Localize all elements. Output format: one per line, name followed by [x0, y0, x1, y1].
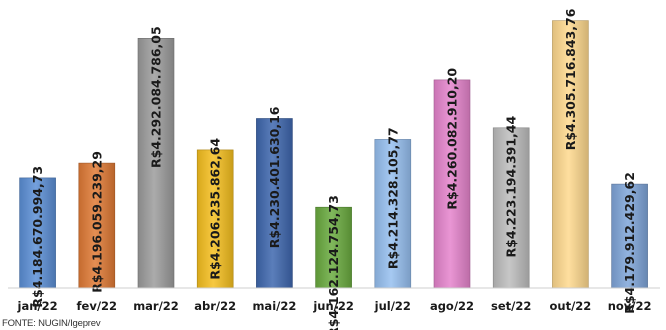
bar-mar-22	[137, 37, 175, 289]
bar-fev-22	[78, 162, 116, 289]
data-label-mar-22: R$4.292.084.786,05	[149, 26, 164, 168]
x-tick-jan-22: jan/22	[17, 299, 58, 313]
data-label-out-22: R$4.305.716.843,76	[563, 8, 578, 150]
x-tick-jul-22: jul/22	[374, 299, 411, 313]
x-tick-abr-22: abr/22	[194, 299, 236, 313]
data-label-ago-22: R$4.260.082.910,20	[445, 68, 460, 210]
bar-jan-22	[19, 177, 56, 289]
bar-jun-22	[315, 206, 352, 289]
data-label-jun-22: R$4.162.124.754,73	[326, 195, 341, 330]
x-tick-nov-22: nov/22	[608, 299, 652, 313]
x-tick-set-22: set/22	[491, 299, 531, 313]
data-label-jul-22: R$4.214.328.105,77	[385, 127, 400, 269]
x-tick-labels: jan/22 fev/22 mar/22 abr/22 mai/22 jun/22 jul/…	[17, 299, 652, 313]
data-label-fev-22: R$4.196.059.239,29	[89, 151, 104, 293]
bar-abr-22	[196, 149, 234, 289]
source-note: FONTE: NUGIN/Igeprev	[2, 318, 101, 329]
x-tick-jun-22: jun/22	[312, 299, 354, 313]
x-tick-ago-22: ago/22	[430, 299, 474, 313]
x-tick-mai-22: mai/22	[252, 299, 296, 313]
bar-mai-22	[256, 118, 293, 289]
data-label-jan-22: R$4.184.670.994,73	[30, 166, 45, 308]
data-label-abr-22: R$4.206.235.862,64	[208, 138, 223, 280]
bar-ago-22	[433, 79, 471, 289]
data-label-nov-22: R$4.179.912.429,62	[622, 172, 637, 314]
x-tick-out-22: out/22	[550, 299, 592, 313]
x-tick-fev-22: fev/22	[77, 299, 118, 313]
bar-set-22	[492, 127, 530, 289]
x-tick-mar-22: mar/22	[133, 299, 179, 313]
data-label-set-22: R$4.223.194.391,44	[504, 115, 519, 257]
bar-jul-22	[374, 139, 412, 289]
bars-group: R$4.184.670.994,73 R$4.196.059.239,29 R$4.…	[19, 8, 648, 330]
bar-nov-22	[611, 183, 648, 289]
data-label-mai-22: R$4.230.401.630,16	[267, 106, 282, 248]
